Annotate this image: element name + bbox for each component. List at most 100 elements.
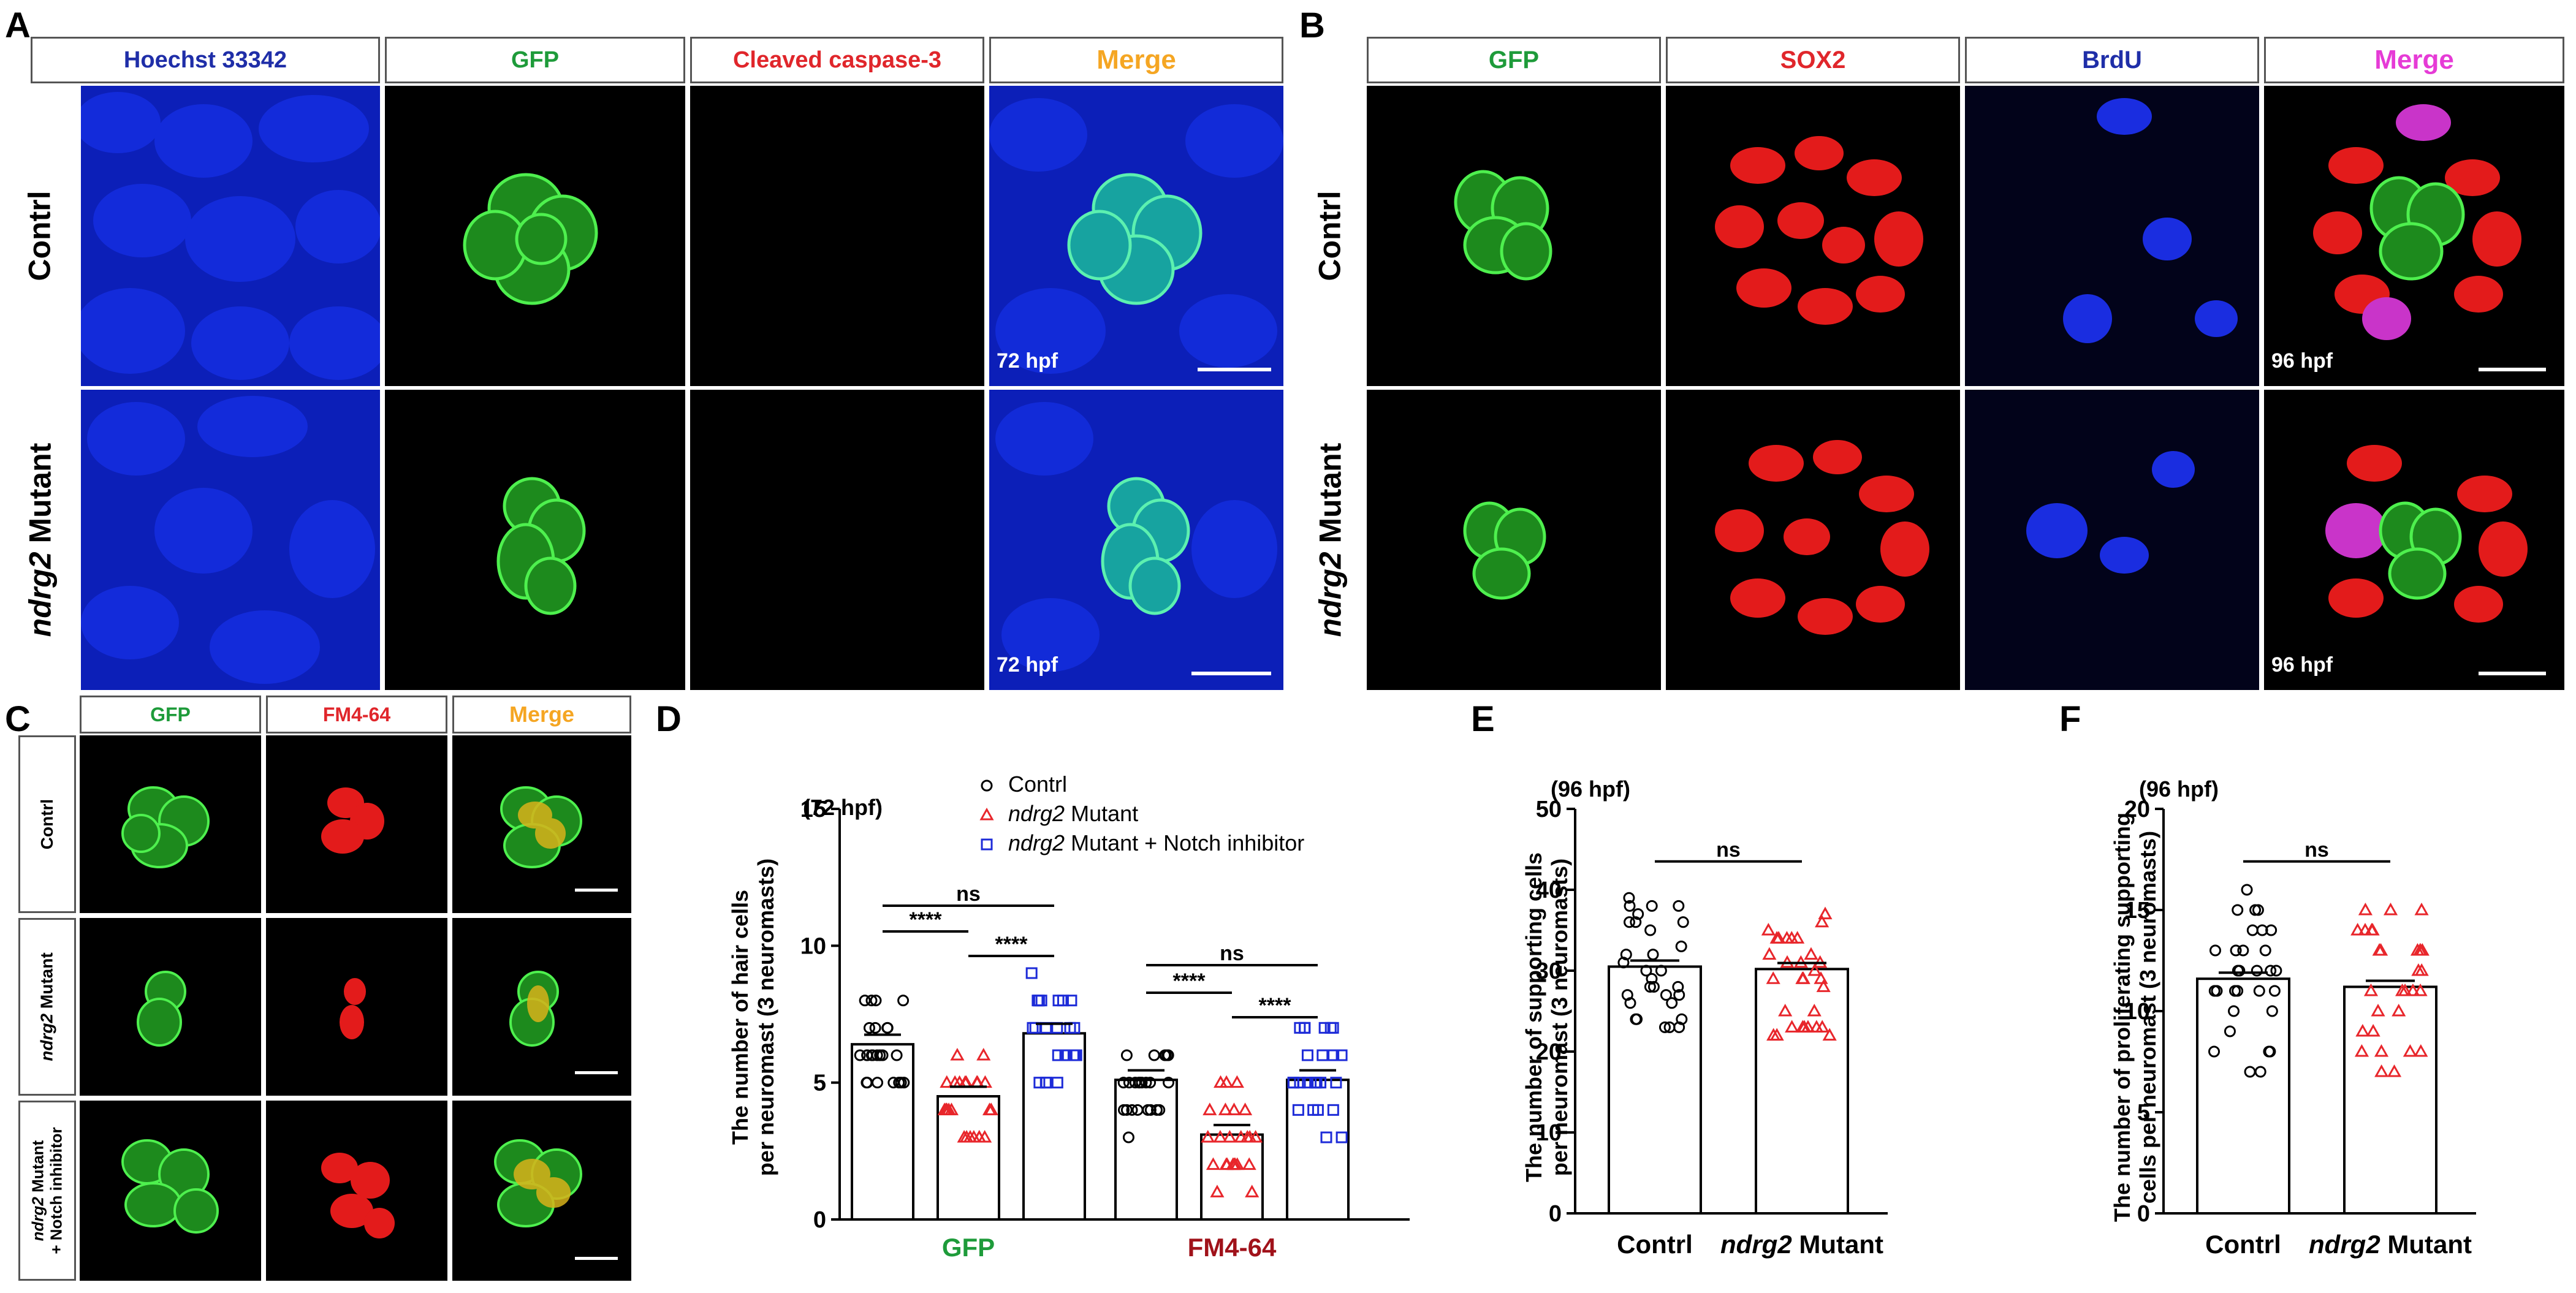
hair-cell-cluster xyxy=(1463,501,1546,600)
data-point xyxy=(1644,980,1656,993)
data-point xyxy=(1148,1049,1160,1061)
panel-a-col-gfp: GFP xyxy=(385,37,685,83)
hair-cell-cluster xyxy=(137,971,186,1047)
data-point xyxy=(1647,980,1660,993)
data-point xyxy=(2268,985,2281,997)
c-merge-control-image xyxy=(452,735,631,913)
data-point xyxy=(1242,1129,1257,1143)
panel-b-col-merge: Merge xyxy=(2264,37,2564,83)
data-point xyxy=(1658,1021,1671,1033)
data-point xyxy=(1330,1077,1342,1089)
data-point xyxy=(1131,1104,1144,1116)
panel-c-col-fm464: FM4-64 xyxy=(266,696,447,734)
data-point xyxy=(1675,940,1687,952)
data-point xyxy=(1035,995,1047,1007)
data-point xyxy=(1025,967,1038,979)
data-point xyxy=(1163,1077,1175,1089)
data-point xyxy=(1318,1022,1331,1034)
c-fm-mutant-image xyxy=(266,918,447,1096)
data-point xyxy=(2264,1045,2276,1058)
stage-label: 72 hpf xyxy=(997,653,1058,677)
data-point xyxy=(2232,904,2244,916)
merge-cluster xyxy=(509,971,559,1047)
stage-label: 72 hpf xyxy=(997,349,1058,373)
data-point xyxy=(1644,924,1657,936)
y-tick-label: 0 xyxy=(1549,1201,1562,1227)
data-point xyxy=(1646,973,1658,985)
proliferating-cell-chart: The number of proliferating supportingce… xyxy=(2110,776,2476,1259)
data-point xyxy=(972,1129,987,1143)
legend-label: Contrl xyxy=(1008,772,1067,797)
panel-b-col-brdu: BrdU xyxy=(1965,37,2259,83)
y-tick-label: 5 xyxy=(813,1071,826,1096)
data-point xyxy=(1122,1131,1134,1143)
data-point xyxy=(1672,980,1684,993)
bar xyxy=(1114,1079,1178,1221)
data-point xyxy=(950,1047,965,1061)
a-hoechst-control-image xyxy=(81,86,380,386)
data-point xyxy=(1150,1104,1163,1116)
y-tick-label: 15 xyxy=(800,797,826,822)
panel-c-row-control: Contrl xyxy=(18,735,76,913)
merge-cluster xyxy=(494,1139,582,1227)
data-point xyxy=(893,1077,905,1089)
data-point xyxy=(854,1049,866,1061)
chart-title: (96 hpf) xyxy=(2139,776,2219,802)
data-point xyxy=(1673,1021,1685,1033)
b-sox2-mutant-image xyxy=(1666,390,1960,690)
data-point xyxy=(859,995,871,1007)
stage-label: 96 hpf xyxy=(2271,653,2333,677)
data-point xyxy=(2414,902,2429,916)
data-point xyxy=(1242,1157,1256,1170)
legend-marker xyxy=(979,807,994,821)
significance-label: ns xyxy=(1716,838,1741,862)
data-point xyxy=(2358,922,2373,936)
data-point xyxy=(2383,902,2398,916)
data-point xyxy=(1324,1022,1337,1034)
data-point xyxy=(891,1049,903,1061)
data-point xyxy=(1159,1049,1171,1061)
panel-e-letter: E xyxy=(1471,699,1495,739)
data-point xyxy=(1140,1077,1152,1089)
legend-label: ndrg2 Mutant xyxy=(1008,801,1138,826)
data-point xyxy=(2208,985,2221,997)
merge-cluster xyxy=(2313,104,2521,340)
row-label: ndrg2 Mutant xyxy=(1313,442,1348,637)
hair-cell-cluster xyxy=(496,477,586,615)
panel-a-col-caspase: Cleaved caspase-3 xyxy=(690,37,984,83)
bar xyxy=(937,1095,1000,1221)
data-point xyxy=(1630,1013,1642,1025)
data-point xyxy=(2233,965,2246,977)
data-point xyxy=(2387,1064,2402,1077)
a-caspase-control-image xyxy=(690,86,984,386)
b-gfp-mutant-image xyxy=(1367,390,1661,690)
data-point xyxy=(2406,983,2420,996)
c-fm-notch-image xyxy=(266,1101,447,1281)
data-point xyxy=(1220,1157,1234,1170)
data-point xyxy=(1029,1022,1041,1034)
legend-marker xyxy=(981,838,993,851)
data-point xyxy=(2237,944,2249,957)
data-point xyxy=(1785,1020,1799,1033)
row-label: ndrg2 Mutant xyxy=(23,442,58,637)
stage-label: 96 hpf xyxy=(2271,349,2333,373)
data-point xyxy=(1126,1104,1138,1116)
data-point xyxy=(1327,1104,1339,1116)
data-point xyxy=(1795,971,1810,984)
data-point xyxy=(1822,1028,1837,1041)
data-point xyxy=(2259,944,2271,957)
legend-marker xyxy=(981,779,993,792)
bar xyxy=(2196,977,2290,1215)
data-point xyxy=(1210,1185,1225,1197)
data-point xyxy=(982,1102,997,1115)
data-point xyxy=(2253,985,2265,997)
panel-a-col-hoechst: Hoechst 33342 xyxy=(31,37,380,83)
data-point xyxy=(2265,965,2277,977)
y-tick-label: 0 xyxy=(813,1207,826,1233)
data-point xyxy=(1771,931,1786,944)
data-point xyxy=(1814,971,1828,984)
x-category-label: Contrl xyxy=(1617,1230,1693,1259)
data-point xyxy=(1230,1157,1245,1170)
data-point xyxy=(881,1022,894,1034)
data-point xyxy=(1069,1049,1081,1061)
